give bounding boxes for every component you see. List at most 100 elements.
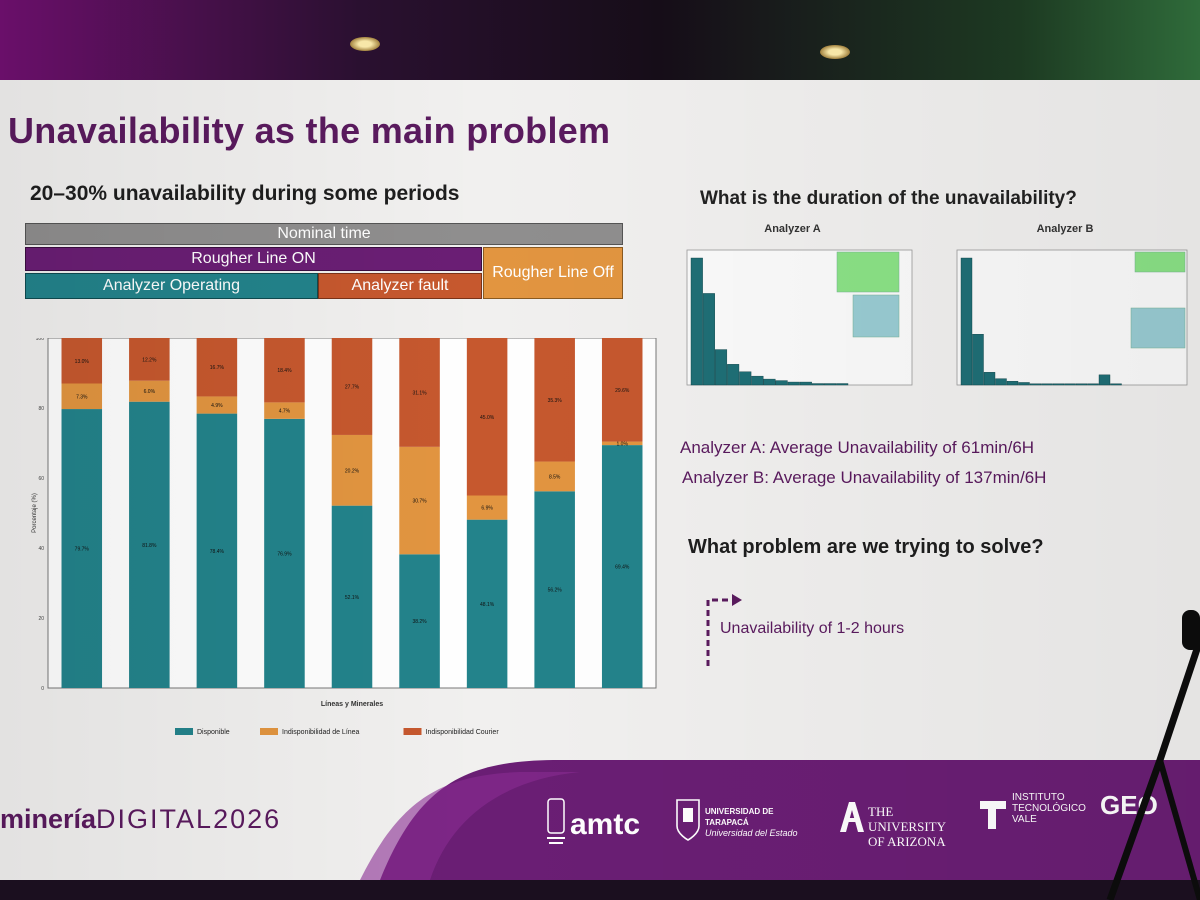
bar-segment xyxy=(196,413,238,688)
bar-segment xyxy=(331,338,373,435)
bar-segment xyxy=(601,445,643,688)
data-label: 7.3% xyxy=(76,394,88,400)
itv-logo: INSTITUTO TECNOLÓGICO VALE xyxy=(1012,792,1092,825)
ceiling xyxy=(0,0,1200,95)
y-tick-label: 100 xyxy=(36,338,45,342)
problem-question: What problem are we trying to solve? xyxy=(688,536,1044,558)
nominal-time-bar: Nominal time xyxy=(25,223,623,245)
uta-shield-icon xyxy=(676,799,700,841)
histogram-bar xyxy=(811,383,824,386)
data-label: 16.7% xyxy=(210,365,225,371)
bar-segment xyxy=(331,505,373,688)
data-label: 29.6% xyxy=(615,388,630,394)
microphone-stand xyxy=(1106,610,1200,900)
stats-box xyxy=(1130,307,1186,349)
bar-segment xyxy=(534,491,575,688)
histogram-bar xyxy=(1098,374,1111,386)
stats-box xyxy=(836,251,900,293)
bar-segment xyxy=(61,409,103,688)
histogram-bar xyxy=(824,383,837,386)
legend-swatch xyxy=(403,728,422,735)
uta-name: UNIVERSIDAD DE TARAPACÁ xyxy=(705,807,774,827)
rougher-on-bar: Rougher Line ON xyxy=(25,247,482,271)
histogram-bar xyxy=(1110,383,1122,386)
histogram-bar xyxy=(960,257,973,386)
ceiling-light xyxy=(350,37,380,51)
y-tick-label: 0 xyxy=(41,686,44,692)
data-label: 45.0% xyxy=(480,415,495,421)
stats-box xyxy=(1134,251,1186,273)
bar-segment xyxy=(466,519,508,688)
ua-line1: THE UNIVERSITY xyxy=(868,804,946,834)
data-label: 38.2% xyxy=(412,619,427,625)
histogram-bar xyxy=(1075,383,1088,386)
histogram-bar xyxy=(1052,383,1065,386)
histogram-bar xyxy=(1029,383,1042,386)
brand-light: DIGITAL2026 xyxy=(96,804,282,834)
result-analyzer-a: Analyzer A: Average Unavailability of 61… xyxy=(680,438,1035,457)
uta-logo: UNIVERSIDAD DE TARAPACÁ Universidad del … xyxy=(705,806,815,839)
bar-segment xyxy=(129,380,170,402)
histogram-bar xyxy=(715,349,728,386)
legend-label: Indisponibilidad Courier xyxy=(426,729,500,736)
brand-logo: mineríaDIGITAL2026 xyxy=(0,804,281,835)
bar-segment xyxy=(196,396,238,414)
bar-segment xyxy=(534,338,575,462)
histogram-bar xyxy=(1064,383,1076,386)
histogram-bar xyxy=(787,381,800,386)
legend-label: Indisponibilidad de Línea xyxy=(282,729,360,736)
histogram-bar xyxy=(995,378,1007,386)
data-label: 6.9% xyxy=(481,506,493,512)
university-of-arizona-logo: THE UNIVERSITY OF ARIZONA xyxy=(868,804,963,849)
y-axis-label: Porcentaje (%) xyxy=(32,493,38,533)
data-label: 20.2% xyxy=(345,468,360,474)
histogram-bar xyxy=(775,380,788,386)
data-label: 18.4% xyxy=(277,368,292,374)
data-label: 6.0% xyxy=(144,389,156,395)
legend-label: Disponible xyxy=(197,729,230,736)
data-label: 30.7% xyxy=(412,499,427,505)
histogram-bar xyxy=(799,381,812,386)
analyzer-fault-bar: Analyzer fault xyxy=(318,273,482,299)
x-axis-label: Líneas y Minerales xyxy=(321,701,383,708)
bar-segment xyxy=(466,338,508,496)
histogram-bar xyxy=(702,293,715,386)
bar-segment xyxy=(399,446,440,555)
footer-band xyxy=(360,760,1200,880)
data-label: 35.3% xyxy=(548,398,563,404)
y-tick-label: 20 xyxy=(38,616,44,622)
histogram-bar xyxy=(1018,382,1030,386)
data-label: 8.5% xyxy=(549,474,561,480)
data-label: 12.2% xyxy=(142,357,157,363)
data-label: 76.9% xyxy=(277,551,292,557)
analyzer-b-histogram: Analyzer B xyxy=(956,223,1188,386)
y-tick-label: 80 xyxy=(38,406,44,412)
ceiling-light xyxy=(820,45,850,59)
bar-segment xyxy=(264,418,305,688)
y-tick-label: 40 xyxy=(38,546,44,552)
uta-subtitle: Universidad del Estado xyxy=(705,828,798,838)
right-question: What is the duration of the unavailabili… xyxy=(700,188,1077,209)
itv-line2: TECNOLÓGICO xyxy=(1012,803,1086,814)
left-subtitle: 20–30% unavailability during some period… xyxy=(30,182,460,205)
histogram-bar xyxy=(836,383,849,386)
data-label: 78.4% xyxy=(210,549,225,555)
bar-segment xyxy=(466,495,508,520)
bar-segment xyxy=(399,338,440,447)
analyzer-operating-bar: Analyzer Operating xyxy=(25,273,318,299)
itv-line3: VALE xyxy=(1012,814,1037,825)
slide-title: Unavailability as the main problem xyxy=(8,110,611,151)
projection-screen: Unavailability as the main problem 20–30… xyxy=(0,80,1200,880)
stacked-availability-chart: 0 20 40 60 80 100 Porcentaje (%) 79.7% 7.3% 13.0%… xyxy=(32,338,657,736)
data-label: 27.7% xyxy=(345,384,360,390)
ua-line2: OF ARIZONA xyxy=(868,834,946,849)
data-label: 4.7% xyxy=(279,409,291,415)
ua-a-icon xyxy=(840,802,864,832)
bar-segment xyxy=(61,338,103,384)
bar-segment xyxy=(264,402,305,419)
result-analyzer-b: Analyzer B: Average Unavailability of 13… xyxy=(682,468,1047,487)
bar-segment xyxy=(61,383,103,410)
data-label: 48.1% xyxy=(480,602,495,608)
histogram-bar xyxy=(972,333,984,386)
histogram-title: Analyzer B xyxy=(1037,223,1094,235)
